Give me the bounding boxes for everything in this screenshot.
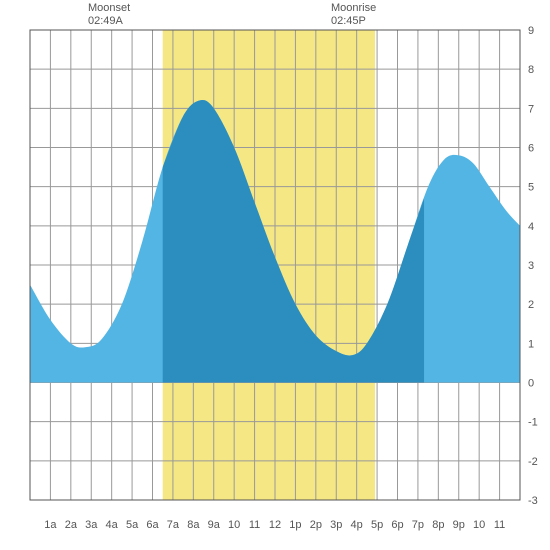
- x-tick-label: 4a: [106, 519, 119, 531]
- plot-area: -3-2-101234567891a2a3a4a5a6a7a8a9a101112…: [0, 0, 550, 550]
- x-tick-label: 9a: [208, 519, 221, 531]
- y-tick-label: 7: [528, 103, 534, 115]
- x-tick-label: 8p: [432, 519, 444, 531]
- x-tick-label: 3a: [85, 519, 98, 531]
- y-tick-label: 0: [528, 378, 534, 390]
- y-tick-label: 8: [528, 64, 534, 76]
- x-tick-label: 8a: [187, 519, 200, 531]
- x-tick-label: 7p: [412, 519, 424, 531]
- x-tick-label: 4p: [351, 519, 363, 531]
- x-tick-label: 2p: [310, 519, 322, 531]
- x-tick-label: 5p: [371, 519, 383, 531]
- x-tick-label: 1p: [289, 519, 301, 531]
- x-tick-label: 3p: [330, 519, 342, 531]
- y-tick-label: 5: [528, 182, 534, 194]
- y-tick-label: 6: [528, 143, 534, 155]
- tide-chart: Moonset 02:49A Moonrise 02:45P -3-2-1012…: [0, 0, 550, 550]
- y-tick-label: 4: [528, 221, 534, 233]
- y-tick-label: -2: [528, 456, 538, 468]
- x-tick-label: 6a: [146, 519, 159, 531]
- y-tick-label: 9: [528, 25, 534, 37]
- x-tick-label: 9p: [453, 519, 465, 531]
- y-tick-label: 3: [528, 260, 534, 272]
- x-tick-label: 5a: [126, 519, 139, 531]
- y-tick-label: -1: [528, 417, 538, 429]
- x-tick-label: 7a: [167, 519, 180, 531]
- x-tick-label: 12: [269, 519, 281, 531]
- x-tick-label: 1a: [44, 519, 57, 531]
- x-tick-label: 2a: [65, 519, 78, 531]
- y-tick-label: 2: [528, 299, 534, 311]
- y-tick-label: -3: [528, 495, 538, 507]
- x-tick-label: 11: [494, 519, 505, 531]
- x-tick-label: 10: [228, 519, 240, 531]
- x-tick-label: 11: [249, 519, 260, 531]
- x-tick-label: 10: [473, 519, 485, 531]
- y-tick-label: 1: [528, 338, 534, 350]
- x-tick-label: 6p: [391, 519, 403, 531]
